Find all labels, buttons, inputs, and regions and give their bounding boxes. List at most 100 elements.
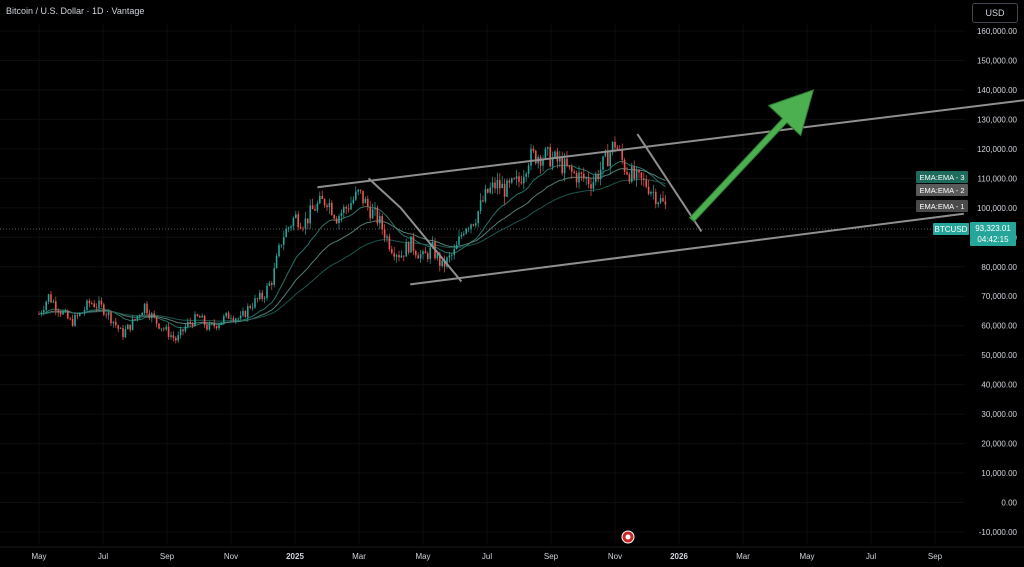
candle — [472, 223, 475, 227]
event-icon[interactable] — [621, 530, 635, 544]
ema-line-1 — [38, 160, 666, 329]
candle — [191, 321, 194, 329]
candle — [295, 210, 297, 219]
bullish-arrow[interactable] — [688, 89, 815, 223]
candle — [496, 172, 499, 195]
candle — [585, 176, 587, 186]
candle — [309, 199, 311, 229]
candle — [251, 302, 254, 311]
candle — [40, 310, 43, 317]
candle — [139, 314, 141, 321]
candle — [249, 304, 251, 310]
candle — [381, 213, 383, 235]
channel-upper-line[interactable] — [317, 84, 1024, 189]
candle — [105, 312, 107, 319]
candle — [256, 297, 259, 303]
candle — [79, 312, 81, 317]
candle — [640, 172, 643, 186]
candle — [215, 325, 218, 331]
candle — [50, 290, 52, 304]
candle — [417, 252, 419, 259]
candle — [652, 184, 655, 200]
trendline-1[interactable] — [367, 177, 463, 283]
candle — [662, 191, 664, 202]
candle — [424, 246, 427, 254]
candle — [506, 178, 508, 198]
candle — [398, 250, 400, 262]
candle — [299, 222, 302, 230]
currency-button[interactable]: USD — [972, 3, 1018, 23]
candle — [355, 186, 357, 202]
candle — [206, 321, 208, 331]
candle — [266, 282, 268, 301]
time-axis[interactable]: May Jul Sep Nov 2025 Mar May Jul Sep Nov 2026 Mar Ma… — [31, 552, 942, 561]
candle — [129, 324, 131, 333]
svg-text:93,323.01: 93,323.01 — [975, 224, 1011, 233]
candle — [501, 176, 503, 189]
candle — [146, 301, 148, 316]
candle — [261, 289, 263, 302]
candle — [412, 232, 415, 255]
svg-text:EMA:EMA - 2: EMA:EMA - 2 — [919, 186, 964, 195]
candle — [331, 200, 333, 216]
candle — [357, 188, 359, 196]
candle — [170, 331, 172, 340]
candle — [626, 166, 628, 176]
candle — [172, 331, 175, 342]
candle — [367, 195, 369, 211]
candle — [155, 317, 158, 328]
price-tick-label: 20,000.00 — [981, 440, 1017, 449]
candle — [74, 312, 76, 327]
candle — [328, 198, 331, 215]
candle — [271, 280, 273, 290]
candle — [350, 196, 352, 211]
candle — [395, 253, 398, 263]
candle — [393, 246, 395, 261]
time-tick-label: Jul — [482, 552, 492, 561]
time-tick-label: Mar — [736, 552, 750, 561]
candle — [227, 310, 230, 319]
candle — [518, 172, 520, 188]
candle — [607, 144, 609, 167]
candle — [91, 300, 93, 305]
candle — [547, 146, 549, 156]
candle — [343, 204, 345, 219]
candle — [539, 154, 542, 174]
candle — [179, 326, 182, 339]
candle — [650, 190, 652, 197]
time-tick-label: Sep — [160, 552, 175, 561]
candle — [571, 163, 573, 179]
candle — [599, 161, 602, 186]
time-tick-label: 2025 — [286, 552, 304, 561]
candle — [136, 315, 139, 322]
candle — [655, 188, 657, 209]
candle — [83, 306, 86, 316]
candle — [479, 193, 482, 215]
candle — [441, 260, 443, 268]
candle — [427, 251, 429, 263]
candle — [537, 154, 539, 169]
candle — [386, 234, 388, 243]
candle — [563, 153, 566, 182]
candle — [525, 172, 527, 183]
candle — [323, 198, 326, 208]
candle — [131, 315, 134, 331]
candle — [232, 315, 235, 322]
candle — [376, 205, 379, 226]
candle — [467, 226, 470, 233]
trendline-2[interactable] — [636, 133, 703, 232]
candle — [597, 169, 599, 183]
candle — [175, 335, 177, 344]
candle — [347, 203, 350, 213]
candle — [47, 293, 50, 305]
candle — [362, 190, 364, 207]
channel-lower-line[interactable] — [410, 212, 964, 286]
candle — [523, 170, 525, 189]
price-tick-label: 110,000.00 — [978, 174, 1018, 183]
candle — [659, 194, 662, 204]
candle — [62, 310, 64, 316]
candle — [520, 175, 523, 185]
candle — [369, 200, 371, 222]
price-axis[interactable]: 160,000.00 150,000.00 140,000.00 130,000.00… — [977, 27, 1018, 537]
